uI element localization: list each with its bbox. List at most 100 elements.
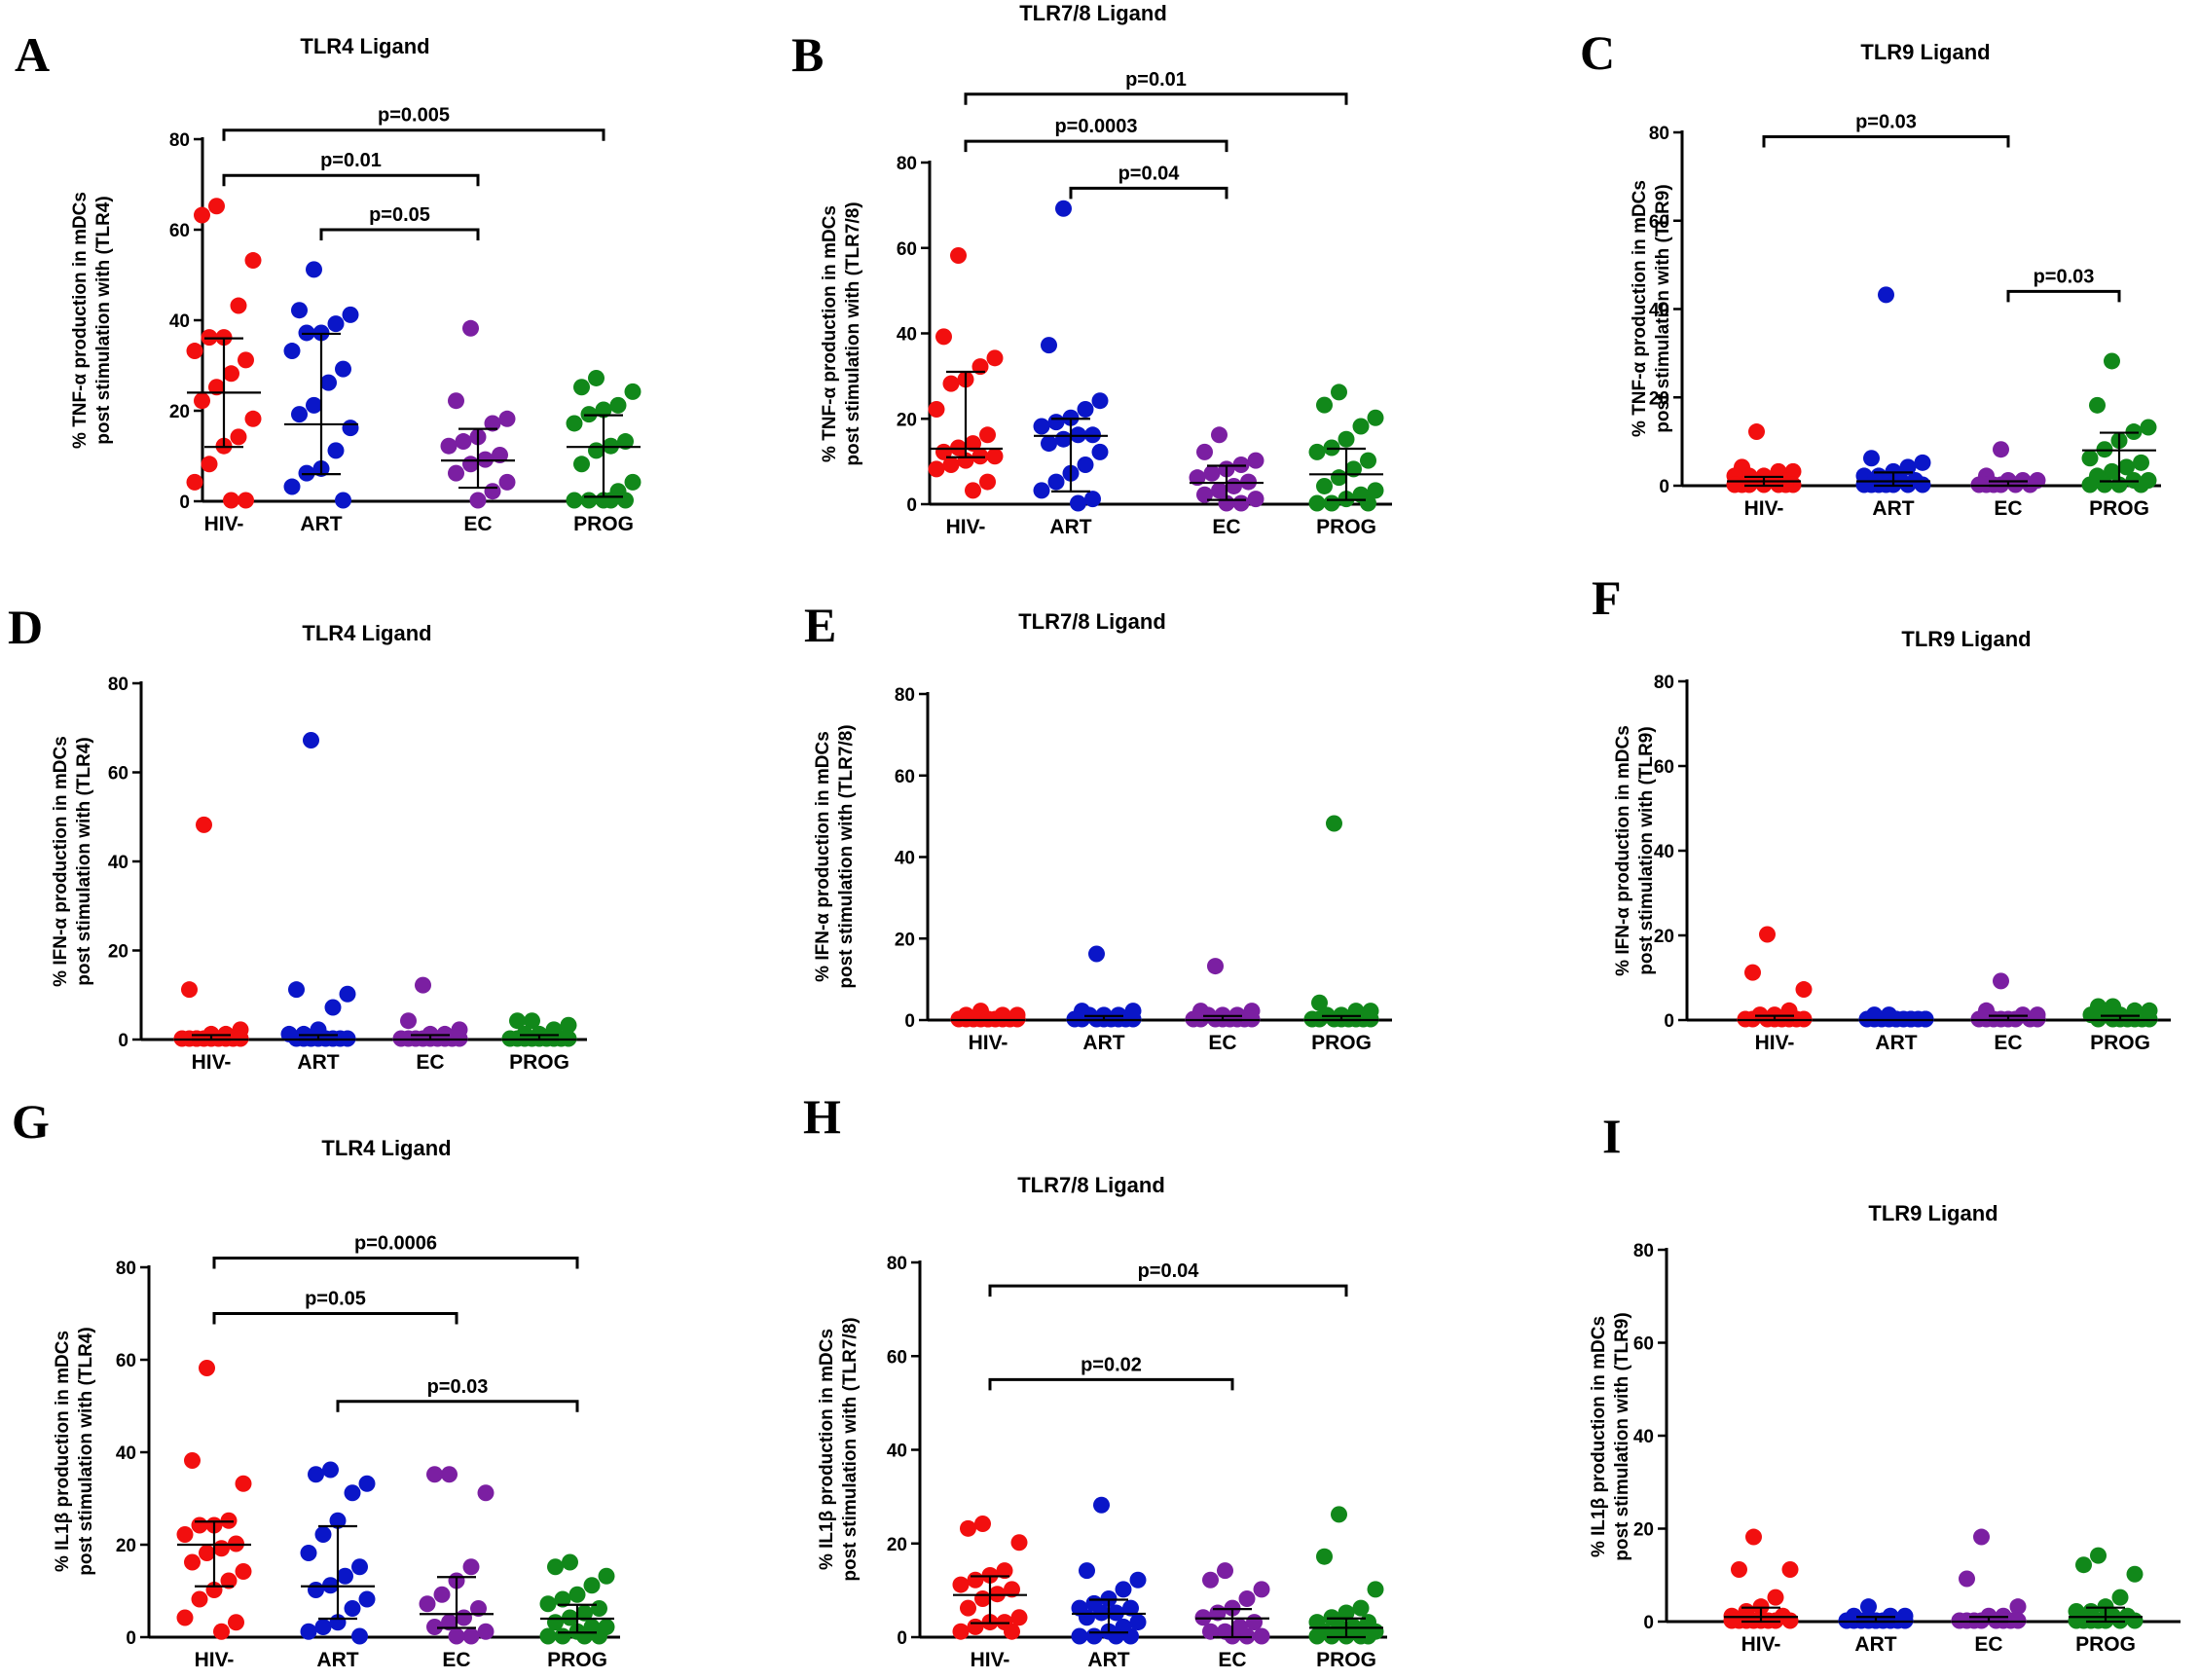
x-tick-label: ART: [316, 1649, 358, 1671]
data-point: [952, 1576, 970, 1593]
data-point: [400, 1012, 417, 1030]
data-point: [986, 448, 1004, 465]
series-ART: [1858, 1006, 1934, 1028]
p-value-label: p=0.0006: [354, 1233, 437, 1255]
data-point: [928, 400, 945, 418]
data-point: [208, 198, 225, 215]
data-point: [2126, 1612, 2144, 1629]
data-point: [2104, 462, 2120, 480]
panel-letter: I: [1602, 1109, 1621, 1163]
series-EC: [1970, 972, 2046, 1028]
data-point: [213, 1540, 230, 1557]
bracket-line: [1762, 135, 2010, 148]
significance-bracket: p=0.04: [988, 1260, 1348, 1297]
y-tick-label: 0: [1643, 1613, 1654, 1633]
data-point: [928, 460, 945, 478]
series-EC: [1189, 426, 1264, 512]
data-point: [1253, 1627, 1270, 1645]
y-tick-label: 60: [897, 239, 917, 260]
data-point: [2111, 1589, 2129, 1606]
x-tick-label: ART: [1082, 1032, 1124, 1054]
data-point: [300, 1545, 317, 1561]
data-point: [1079, 1609, 1095, 1626]
data-point: [1079, 1562, 1095, 1580]
data-point: [974, 1516, 991, 1532]
y-axis-title: % IFN-α production in mDCs post stimulati…: [813, 724, 857, 988]
data-point: [344, 1600, 361, 1617]
y-tick-label: 60: [169, 221, 190, 241]
data-point: [1331, 1506, 1347, 1523]
y-tick-label: 60: [887, 1347, 907, 1368]
data-point: [335, 360, 351, 378]
series-HIV-: [186, 198, 262, 509]
series-ART: [1066, 945, 1142, 1028]
data-point: [2133, 454, 2149, 471]
bracket-line: [988, 1284, 1348, 1297]
significance-bracket: p=0.005: [222, 105, 605, 141]
p-value-label: p=0.01: [1125, 69, 1187, 91]
significance-bracket: p=0.0006: [212, 1233, 579, 1269]
y-axis-title-line: % TNF-α production in mDCs: [1630, 180, 1650, 437]
data-point: [1860, 1598, 1877, 1616]
data-point: [1326, 815, 1342, 832]
data-point: [624, 473, 641, 491]
data-point: [568, 1586, 586, 1603]
series-EC: [440, 319, 516, 509]
series-PROG: [2082, 998, 2158, 1028]
data-point: [199, 1545, 215, 1561]
series-HIV-: [1723, 1528, 1799, 1629]
data-point: [2068, 1612, 2085, 1629]
y-tick-label: 20: [169, 402, 190, 422]
data-point: [1122, 1599, 1139, 1617]
bracket-line: [222, 128, 605, 141]
chart-title: TLR4 Ligand: [300, 34, 429, 58]
data-point: [1367, 409, 1384, 426]
data-point: [1767, 1589, 1784, 1606]
data-point: [199, 1360, 215, 1376]
panel-letter: H: [803, 1089, 841, 1144]
significance-bracket: p=0.04: [1069, 163, 1228, 200]
data-point: [935, 328, 952, 346]
data-point: [524, 1012, 540, 1030]
y-tick-label: 80: [1633, 1241, 1654, 1261]
series-ART: [283, 261, 359, 509]
x-tick-label: PROG: [1311, 1032, 1372, 1054]
y-axis-title-line: post stimulation with (TLR7/8): [840, 1317, 861, 1581]
data-point: [230, 428, 247, 446]
data-point: [576, 1627, 593, 1645]
data-point: [1226, 477, 1242, 494]
p-value-label: p=0.005: [378, 105, 450, 127]
data-point: [554, 1627, 571, 1645]
data-point: [1077, 457, 1094, 474]
data-point: [238, 351, 254, 369]
data-point: [191, 1590, 208, 1608]
data-point: [288, 981, 305, 999]
data-point: [181, 981, 198, 999]
data-point: [303, 731, 319, 749]
data-point: [322, 1461, 339, 1479]
data-point: [979, 473, 996, 491]
data-point: [448, 392, 464, 410]
data-point: [591, 1600, 607, 1617]
data-point: [952, 1623, 970, 1640]
y-tick-label: 80: [897, 154, 917, 174]
chart-title: TLR4 Ligand: [321, 1136, 451, 1160]
data-point: [1855, 476, 1873, 493]
data-point: [1759, 926, 1776, 943]
data-point: [598, 1567, 615, 1585]
data-point: [1203, 464, 1221, 482]
y-tick-label: 20: [1633, 1520, 1654, 1541]
data-point: [1004, 1581, 1020, 1598]
y-axis-title-line: post stimulation with (TLR9): [1612, 1312, 1632, 1560]
data-point: [576, 1604, 593, 1622]
data-point: [415, 976, 431, 994]
data-point: [358, 1590, 376, 1608]
data-point: [314, 1619, 332, 1635]
data-point: [448, 464, 464, 482]
data-point: [1071, 1627, 1088, 1645]
data-point: [433, 1586, 451, 1603]
x-tick-label: ART: [1872, 497, 1914, 520]
y-tick-label: 60: [1649, 212, 1669, 233]
y-tick-label: 80: [1654, 673, 1674, 693]
